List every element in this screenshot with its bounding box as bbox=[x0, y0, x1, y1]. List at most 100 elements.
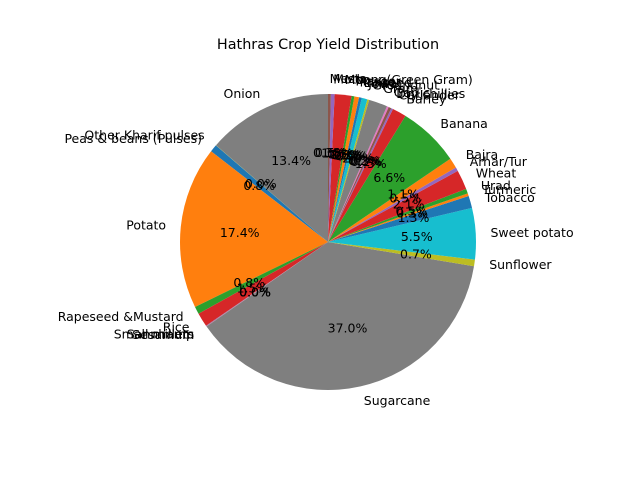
slice-percent-label: 13.4% bbox=[271, 153, 311, 168]
slice-percent-label: 2.1% bbox=[393, 197, 425, 212]
slice-percent-label: 1.5% bbox=[355, 156, 387, 171]
pie-slice bbox=[328, 109, 406, 242]
slice-label: Mesta bbox=[330, 71, 368, 86]
slice-percent-label: 0.3% bbox=[313, 145, 345, 160]
pie-slice bbox=[206, 242, 328, 327]
slice-label: Arhar/Tur bbox=[470, 154, 528, 169]
slice-label: Rapeseed &Mustard bbox=[58, 309, 184, 324]
pie-slice bbox=[216, 94, 328, 242]
pie-slice bbox=[328, 158, 456, 242]
slice-percent-label: 0.0% bbox=[239, 285, 271, 300]
chart-title: Hathras Crop Yield Distribution bbox=[217, 37, 439, 53]
slice-percent-label: 5.5% bbox=[401, 229, 433, 244]
slice-percent-label: 0.2% bbox=[348, 153, 380, 168]
slice-percent-label: 0.5% bbox=[315, 145, 347, 160]
pie-slice bbox=[195, 242, 328, 314]
pie-slice bbox=[205, 242, 328, 327]
slice-percent-label: 0.3% bbox=[327, 147, 359, 162]
pie-slice bbox=[328, 97, 362, 242]
slice-percent-label: 6.6% bbox=[373, 170, 405, 185]
slice-label: Sugarcane bbox=[364, 393, 431, 408]
pie-slice bbox=[211, 145, 328, 242]
slice-label: Rice bbox=[163, 320, 190, 335]
slice-percent-label: 0.2% bbox=[351, 154, 383, 169]
slice-label: Linseed bbox=[364, 75, 412, 90]
slice-label: Peas & beans (Pulses) bbox=[64, 131, 202, 146]
slice-label: Sesamum bbox=[132, 327, 194, 342]
slice-label: Bajra bbox=[466, 147, 499, 162]
slice-percent-label: 17.4% bbox=[220, 225, 260, 240]
slice-label: Turmeric bbox=[481, 182, 536, 197]
slice-percent-label: 0.5% bbox=[389, 190, 421, 205]
pie-slice bbox=[328, 193, 469, 242]
slice-percent-labels: 13.4%0.0%0.8%17.4%0.8%1.5%0.0%0.0%0.0%37… bbox=[220, 145, 433, 335]
pie-slice bbox=[328, 97, 368, 242]
pie-slice bbox=[328, 108, 393, 243]
slice-label: Gram bbox=[383, 81, 418, 96]
slice-label: Dry chillies bbox=[396, 86, 465, 101]
slice-label: Onion bbox=[223, 86, 260, 101]
pie-slice bbox=[206, 242, 474, 391]
slice-label: Garlic bbox=[394, 85, 430, 100]
slice-percent-label: 0.0% bbox=[239, 285, 271, 300]
slice-label: Moong(Green Gram) bbox=[345, 72, 473, 87]
slice-percent-label: 2.0% bbox=[342, 151, 374, 166]
pie-slice bbox=[328, 167, 458, 242]
slice-percent-label: 0.3% bbox=[332, 147, 364, 162]
slice-percent-label: 0.3% bbox=[349, 153, 381, 168]
slice-label: Sannhamp bbox=[127, 326, 194, 341]
slice-percent-label: 37.0% bbox=[328, 321, 368, 336]
pie-slices bbox=[179, 94, 476, 391]
pie-slice bbox=[198, 242, 328, 326]
slice-label: Sunflower bbox=[489, 257, 552, 272]
slice-label: Coriander bbox=[399, 87, 461, 102]
slice-label: Barley bbox=[406, 91, 447, 106]
slice-label: Tobacco bbox=[484, 190, 535, 205]
slice-percent-label: 0.5% bbox=[396, 204, 428, 219]
pie-slice bbox=[328, 188, 468, 242]
slice-percent-label: 0.8% bbox=[243, 178, 275, 193]
slice-label: Moth bbox=[333, 71, 364, 86]
slice-percent-label: 0.3% bbox=[396, 206, 428, 221]
pie-slice bbox=[328, 106, 389, 242]
pie-slice bbox=[328, 94, 352, 243]
pie-slice bbox=[328, 99, 370, 242]
pie-slice bbox=[328, 170, 467, 242]
pie-slice bbox=[328, 94, 335, 242]
pie-slice bbox=[328, 196, 473, 242]
slice-percent-label: 0.5% bbox=[329, 147, 361, 162]
slice-percent-label: 0.8% bbox=[233, 275, 265, 290]
pie-slice bbox=[328, 96, 360, 243]
pie-slice bbox=[328, 115, 451, 242]
pie-slice bbox=[328, 94, 331, 242]
pie-slice bbox=[179, 151, 328, 307]
slice-percent-label: 1.3% bbox=[398, 210, 430, 225]
pie-slice bbox=[328, 242, 475, 267]
slice-percent-label: 0.6% bbox=[334, 148, 366, 163]
slice-label: Groundnut bbox=[372, 77, 439, 92]
pie-slice bbox=[206, 242, 328, 327]
slice-label: Wheat bbox=[476, 166, 517, 181]
slice-percent-label: 0.0% bbox=[245, 176, 277, 191]
pie-slice bbox=[215, 145, 328, 242]
slice-label: Other Kharif pulses bbox=[84, 128, 204, 143]
slice-label: Sweet potato bbox=[491, 225, 574, 240]
slice-percent-label: 1.8% bbox=[321, 146, 353, 161]
slice-label: Banana bbox=[440, 116, 487, 131]
slice-label: Masoor bbox=[356, 74, 402, 89]
pie-slice bbox=[328, 99, 387, 242]
pie-slice bbox=[328, 95, 355, 242]
slice-percent-label: 0.7% bbox=[400, 247, 432, 262]
slice-label: Maize bbox=[360, 74, 396, 89]
slice-label: Jowar bbox=[367, 76, 403, 91]
slice-label: Urad bbox=[481, 178, 511, 193]
slice-percent-label: 0.2% bbox=[336, 149, 368, 164]
pie-slice bbox=[328, 107, 392, 243]
slice-percent-label: 1.1% bbox=[387, 187, 419, 202]
slice-label: Small millets bbox=[114, 327, 194, 342]
slice-label: Potato bbox=[126, 217, 166, 232]
slice-percent-label: 1.5% bbox=[237, 281, 269, 296]
